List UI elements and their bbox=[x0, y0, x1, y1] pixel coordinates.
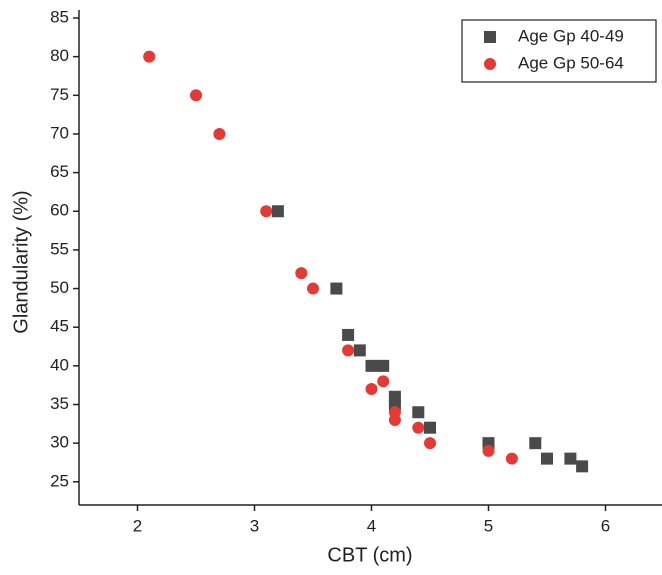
point bbox=[260, 205, 273, 218]
x-tick-label: 3 bbox=[250, 516, 259, 535]
legend-label: Age Gp 50-64 bbox=[518, 53, 624, 72]
legend-box bbox=[461, 19, 657, 83]
point bbox=[377, 375, 390, 388]
y-tick-label: 60 bbox=[50, 201, 69, 220]
point bbox=[342, 328, 355, 341]
x-tick-label: 4 bbox=[367, 516, 376, 535]
point bbox=[307, 282, 319, 295]
point bbox=[564, 452, 577, 465]
legend-marker bbox=[484, 31, 496, 43]
point bbox=[576, 460, 589, 473]
point bbox=[505, 452, 518, 465]
point bbox=[365, 359, 378, 372]
y-tick-label: 75 bbox=[50, 85, 69, 104]
point bbox=[424, 421, 436, 434]
point bbox=[412, 421, 425, 434]
point bbox=[365, 383, 378, 396]
x-tick-label: 2 bbox=[133, 516, 142, 535]
legend-marker bbox=[484, 58, 496, 70]
point bbox=[353, 344, 366, 357]
point bbox=[377, 359, 390, 372]
y-tick-label: 35 bbox=[50, 394, 69, 413]
point bbox=[213, 127, 226, 140]
x-tick-label: 5 bbox=[484, 516, 493, 535]
point bbox=[295, 267, 308, 280]
y-tick-label: 55 bbox=[50, 239, 69, 258]
point bbox=[190, 89, 202, 102]
y-tick-label: 70 bbox=[50, 123, 69, 142]
y-tick-label: 50 bbox=[50, 278, 69, 297]
point bbox=[271, 205, 284, 218]
point bbox=[143, 50, 156, 63]
point bbox=[330, 282, 343, 295]
y-tick-label: 30 bbox=[50, 433, 69, 452]
y-tick-label: 40 bbox=[50, 355, 69, 374]
x-axis-title: CBT (cm) bbox=[327, 544, 412, 566]
point bbox=[482, 444, 495, 457]
x-tick-label: 6 bbox=[601, 516, 610, 535]
point bbox=[424, 437, 436, 450]
point bbox=[388, 413, 401, 426]
y-tick-label: 65 bbox=[50, 162, 69, 181]
point bbox=[342, 344, 355, 357]
y-tick-label: 85 bbox=[50, 7, 69, 26]
y-tick-label: 45 bbox=[50, 317, 69, 336]
y-tick-label: 80 bbox=[50, 46, 69, 65]
y-tick-label: 25 bbox=[50, 471, 69, 490]
point bbox=[541, 452, 553, 465]
legend-label: Age Gp 40-49 bbox=[518, 26, 624, 45]
y-axis-title: Glandularity (%) bbox=[10, 190, 32, 333]
point bbox=[529, 437, 542, 450]
point bbox=[412, 406, 425, 419]
